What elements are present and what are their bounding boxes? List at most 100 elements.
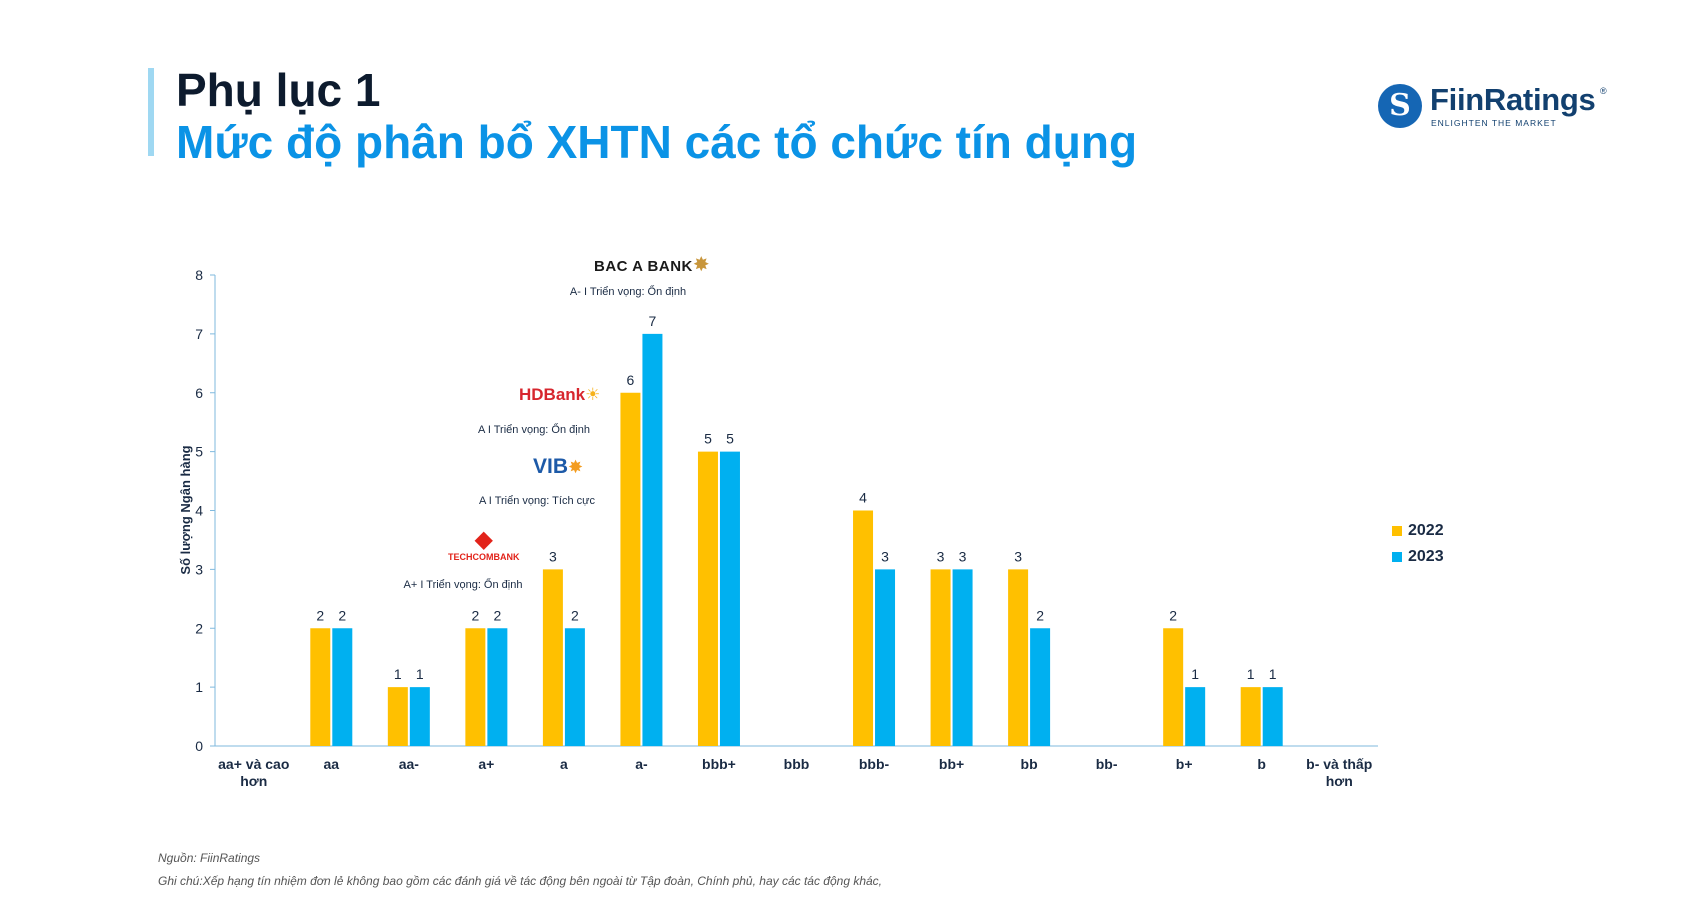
x-tick-label: a	[560, 756, 568, 772]
star-burst-icon: ✸	[568, 457, 584, 477]
fiinratings-s-icon: S	[1378, 84, 1422, 128]
y-tick-label: 1	[195, 679, 203, 695]
data-label-2022: 4	[859, 490, 867, 506]
vib-name: VIB	[533, 455, 569, 478]
data-label-2022: 2	[471, 607, 479, 623]
data-label-2023: 2	[338, 607, 346, 623]
y-tick-label: 6	[195, 385, 203, 401]
legend-swatch-2023	[1392, 552, 1402, 562]
legend-swatch-2022	[1392, 526, 1402, 536]
diamond-icon: ◆	[474, 526, 493, 553]
x-tick-label-line: bbb-	[859, 756, 890, 772]
chart-legend: 2022 2023	[1392, 518, 1444, 570]
data-label-2022: 1	[394, 666, 402, 682]
hdbank-name: HDBank	[519, 385, 586, 404]
sun-icon: ☀	[585, 385, 601, 404]
data-label-2023: 5	[726, 431, 734, 447]
title-accent-bar	[148, 68, 154, 156]
x-tick-label-line: a-	[635, 756, 648, 772]
data-label-2023: 1	[1191, 666, 1199, 682]
bar-2023	[719, 451, 740, 746]
source-note: Nguồn: FiinRatings	[158, 851, 261, 865]
bacabank-logo: BAC A BANK✸	[594, 252, 710, 277]
x-tick-label-line: bbb	[784, 756, 810, 772]
vib-logo: VIB✸	[533, 455, 583, 479]
registered-mark: ®	[1600, 86, 1607, 96]
y-tick-label: 5	[195, 444, 203, 460]
bacabank-name: BAC A BANK	[594, 258, 693, 275]
x-tick-label-line: aa-	[399, 756, 420, 772]
footnote: Ghi chú:Xếp hạng tín nhiệm đơn lẻ không …	[158, 874, 883, 888]
page-subtitle: Mức độ phân bổ XHTN các tổ chức tín dụng	[176, 116, 1138, 168]
data-label-2023: 7	[649, 313, 657, 329]
bar-2022	[620, 392, 641, 746]
x-tick-label: bb	[1021, 756, 1038, 772]
bar-2023	[1030, 628, 1051, 746]
data-label-2023: 2	[571, 607, 579, 623]
x-tick-label-line: a	[560, 756, 568, 772]
x-tick-label-line: hơn	[240, 773, 267, 789]
legend-label-2023: 2023	[1408, 548, 1444, 565]
data-label-2023: 1	[1269, 666, 1277, 682]
bar-2023	[409, 687, 430, 746]
y-tick-label: 4	[195, 503, 203, 519]
x-tick-label: aa	[324, 756, 340, 772]
data-label-2022: 3	[1014, 548, 1022, 564]
x-tick-label-line: aa	[324, 756, 340, 772]
x-tick-label: aa-	[399, 756, 420, 772]
techcombank-logo: ◆ TECHCOMBANK	[448, 526, 520, 563]
page-title: Phụ lục 1	[176, 64, 381, 116]
x-tick-label: bb-	[1096, 756, 1118, 772]
x-tick-label: bbb+	[702, 756, 736, 772]
x-tick-label: a+	[478, 756, 494, 772]
bar-2022	[697, 451, 718, 746]
bar-2022	[465, 628, 486, 746]
x-tick-label-line: a+	[478, 756, 494, 772]
brand-name: FiinRatings	[1430, 82, 1596, 117]
x-tick-label-line: b	[1257, 756, 1266, 772]
x-tick-label-line: bbb+	[702, 756, 736, 772]
data-label-2022: 1	[1247, 666, 1255, 682]
x-tick-label: bb+	[939, 756, 964, 772]
bar-2023	[875, 569, 896, 746]
x-tick-label: b	[1257, 756, 1266, 772]
legend-item-2022: 2022	[1392, 518, 1444, 544]
bacabank-note: A- I Triển vọng: Ổn định	[569, 286, 687, 298]
x-tick-label-line: bb-	[1096, 756, 1118, 772]
legend-label-2022: 2022	[1408, 522, 1444, 539]
x-tick-label: b+	[1176, 756, 1193, 772]
bar-2022	[1240, 687, 1261, 746]
star-burst-icon: ✸	[692, 254, 710, 276]
bar-2022	[930, 569, 951, 746]
x-tick-label-line: bb	[1021, 756, 1038, 772]
hdbank-note: A I Triển vọng: Ổn định	[478, 424, 590, 436]
x-tick-label: b- và thấp hơn	[1306, 756, 1372, 789]
bar-2023	[487, 628, 508, 746]
fiinratings-logo: S FiinRatings ® ENLIGHTEN THE MARKET	[1378, 82, 1608, 134]
data-label-2023: 1	[416, 666, 424, 682]
bar-2022	[310, 628, 331, 746]
y-axis-title: Số lượng Ngân hàng	[178, 445, 193, 574]
data-label-2022: 2	[316, 607, 324, 623]
data-label-2023: 2	[1036, 607, 1044, 623]
x-tick-label-line: bb+	[939, 756, 964, 772]
bar-2022	[1163, 628, 1184, 746]
y-tick-label: 0	[195, 738, 203, 754]
bar-2022	[542, 569, 563, 746]
bar-2023	[642, 333, 663, 746]
x-tick-label-line: b+	[1176, 756, 1193, 772]
data-label-2022: 3	[937, 548, 945, 564]
data-label-2022: 2	[1169, 607, 1177, 623]
x-tick-label: aa+ và cao hơn	[218, 756, 289, 789]
y-tick-label: 3	[195, 561, 203, 577]
bar-2022	[387, 687, 408, 746]
x-tick-label: bbb	[784, 756, 810, 772]
hdbank-logo: HDBank☀	[519, 385, 600, 405]
x-tick-label-line: hơn	[1326, 773, 1353, 789]
bar-2023	[952, 569, 973, 746]
data-label-2022: 5	[704, 431, 712, 447]
y-tick-label: 8	[195, 267, 203, 283]
data-label-2022: 6	[627, 372, 635, 388]
data-label-2022: 3	[549, 548, 557, 564]
